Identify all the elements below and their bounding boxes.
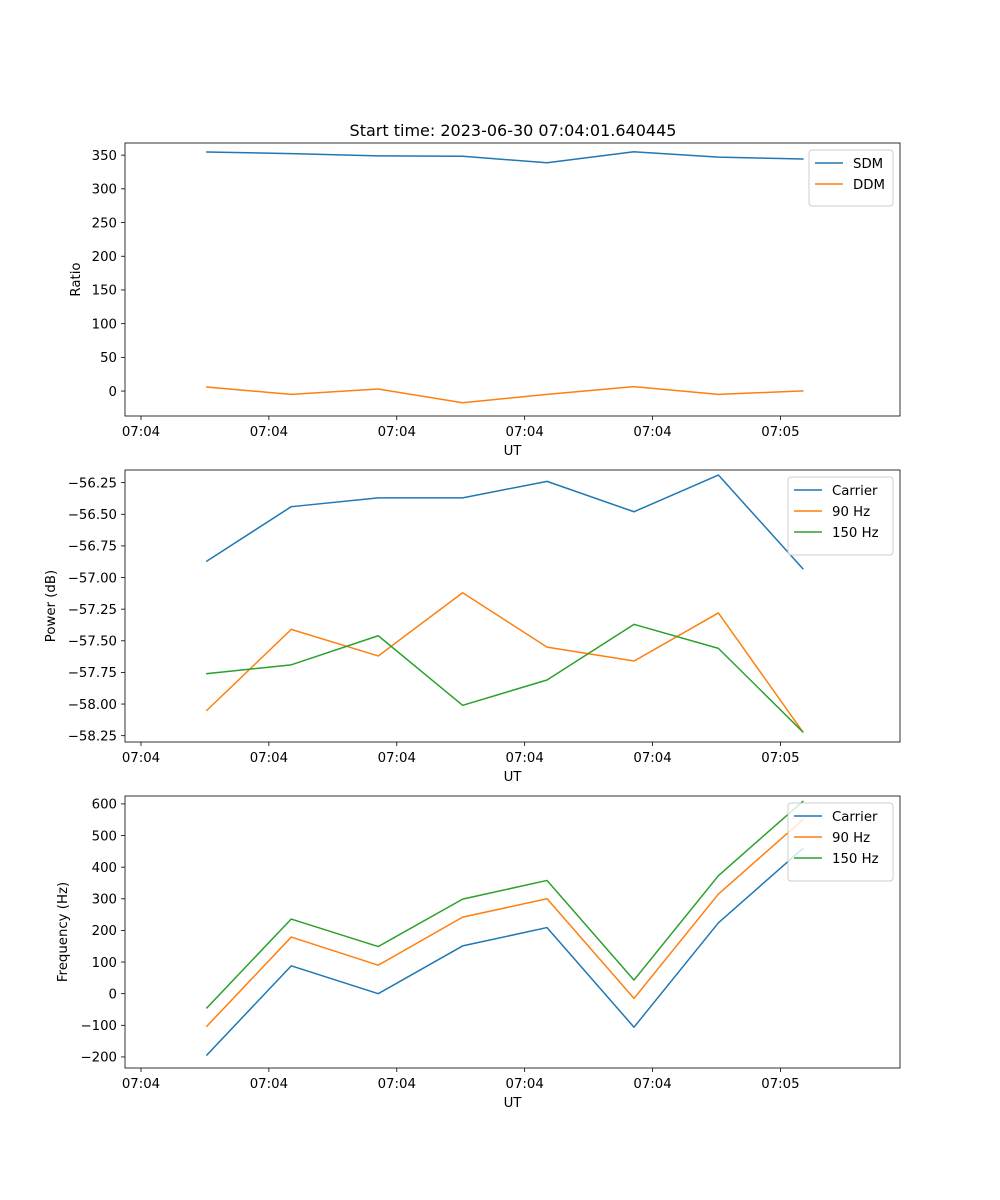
legend: SDM DDM (808, 149, 894, 207)
legend-label: 90 Hz (832, 831, 870, 846)
y-tick-label: −200 (80, 1051, 117, 1066)
series-line-90-hz (205, 591, 804, 733)
x-tick-label: 07:04 (250, 425, 288, 440)
axes-frame (124, 469, 901, 743)
x-tick-label: 07:04 (122, 425, 160, 440)
y-tick-label: 100 (92, 317, 117, 332)
x-tick-label: 07:04 (250, 1077, 288, 1092)
subplot-3: 07:04 07:04 07:04 07:04 07:04 07:05 −200 −100 0 1… (56, 795, 901, 1111)
x-tick-label: 07:05 (761, 425, 799, 440)
y-tick-label: −57.00 (68, 571, 117, 586)
x-tick-label: 07:04 (378, 1077, 416, 1092)
y-axis-label: Ratio (69, 262, 84, 296)
series-line-ddm (206, 385, 804, 404)
x-tick-label: 07:04 (250, 751, 288, 766)
legend: Carrier 90 Hz 150 Hz (787, 476, 894, 556)
y-tick-label: 400 (92, 861, 117, 876)
legend-label: DDM (853, 178, 885, 193)
x-tick-label: 07:04 (378, 425, 416, 440)
legend-label: 150 Hz (832, 526, 879, 541)
subplot-1: 07:04 07:04 07:04 07:04 07:04 07:05 0 50 100 150 2… (69, 142, 901, 459)
axes-frame (124, 142, 901, 417)
y-tick-label: −58.25 (68, 729, 117, 744)
legend-box (808, 149, 894, 207)
y-tick-label: 300 (92, 893, 117, 908)
x-axis-label: UT (504, 770, 523, 785)
y-tick-label: 150 (92, 284, 117, 299)
series-line-150-hz (206, 623, 804, 733)
x-tick-label: 07:05 (761, 1077, 799, 1092)
y-tick-label: −56.25 (68, 476, 117, 491)
legend-label: Carrier (832, 484, 878, 499)
series-line-90-hz (205, 818, 804, 1028)
series-line-carrier (205, 474, 804, 570)
y-tick-label: 600 (92, 798, 117, 813)
y-tick-label: −56.75 (68, 540, 117, 555)
legend-box (787, 802, 894, 882)
y-tick-label: 100 (92, 956, 117, 971)
y-tick-label: −57.25 (68, 603, 117, 618)
x-tick-label: 07:04 (122, 1077, 160, 1092)
x-tick-label: 07:04 (633, 425, 671, 440)
legend-label: 150 Hz (832, 852, 879, 867)
y-tick-label: 0 (109, 987, 117, 1002)
y-axis-label: Power (dB) (44, 570, 59, 642)
legend-label: Carrier (832, 810, 878, 825)
legend-box (787, 476, 894, 556)
y-tick-label: 0 (109, 385, 117, 400)
x-tick-label: 07:04 (505, 1077, 543, 1092)
y-tick-label: 50 (100, 351, 117, 366)
y-tick-label: −100 (80, 1019, 117, 1034)
y-tick-label: 200 (92, 924, 117, 939)
subplot-2: 07:04 07:04 07:04 07:04 07:04 07:05 −58.25 −58.… (44, 469, 901, 785)
plots-container: 07:04 07:04 07:04 07:04 07:04 07:05 0 50 100 150 2… (44, 142, 901, 1111)
y-tick-label: 350 (92, 149, 117, 164)
y-tick-label: 500 (92, 829, 117, 844)
x-tick-label: 07:04 (378, 751, 416, 766)
x-axis-label: UT (504, 1096, 523, 1111)
series-line-150-hz (205, 800, 804, 1009)
x-axis-label: UT (504, 444, 523, 459)
series-line-sdm (206, 151, 804, 164)
x-tick-label: 07:04 (122, 751, 160, 766)
legend-label: 90 Hz (832, 505, 870, 520)
x-tick-label: 07:04 (633, 1077, 671, 1092)
figure-title: Start time: 2023-06-30 07:04:01.640445 (350, 121, 677, 140)
x-tick-label: 07:04 (505, 425, 543, 440)
legend: Carrier 90 Hz 150 Hz (787, 802, 894, 882)
legend-label: SDM (853, 157, 883, 172)
x-tick-label: 07:04 (633, 751, 671, 766)
series-line-carrier (205, 847, 804, 1057)
y-tick-label: 200 (92, 250, 117, 265)
y-tick-label: −57.50 (68, 635, 117, 650)
y-tick-label: 250 (92, 216, 117, 231)
y-axis-label: Frequency (Hz) (56, 882, 71, 982)
y-tick-label: −57.75 (68, 666, 117, 681)
y-tick-label: −56.50 (68, 508, 117, 523)
y-tick-label: −58.00 (68, 698, 117, 713)
y-tick-label: 300 (92, 183, 117, 198)
x-tick-label: 07:05 (761, 751, 799, 766)
x-tick-label: 07:04 (505, 751, 543, 766)
axes-frame (124, 795, 901, 1069)
